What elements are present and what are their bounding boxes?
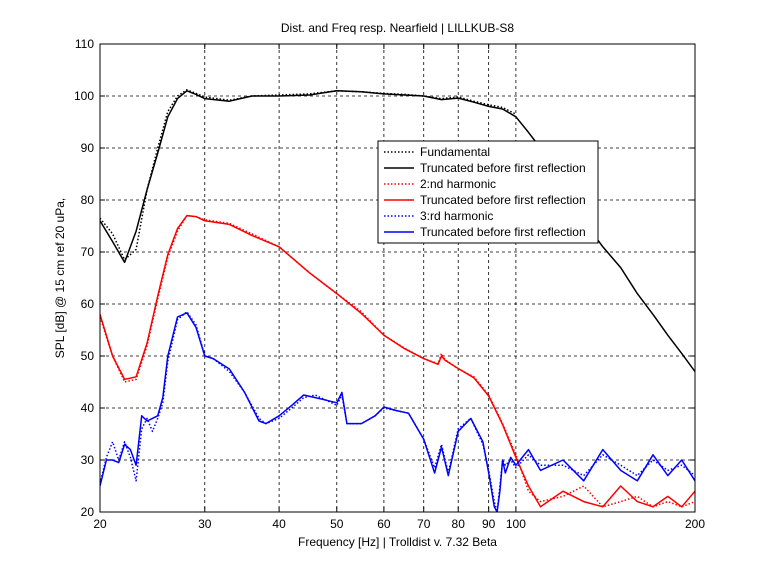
legend-label: 3:rd harmonic xyxy=(420,209,493,223)
legend: Fundamental Truncated before first reflec… xyxy=(377,140,599,244)
y-tick-label: 30 xyxy=(81,453,95,467)
x-tick-label: 70 xyxy=(417,517,431,531)
legend-label: Truncated before first reflection xyxy=(420,161,586,175)
plot-frame xyxy=(99,43,696,513)
legend-label: Truncated before first reflection xyxy=(420,225,586,239)
y-tick-label: 90 xyxy=(81,141,95,155)
series-line-solid-5 xyxy=(100,312,695,512)
series-line-solid-3 xyxy=(100,214,695,508)
y-tick-label: 50 xyxy=(81,349,95,363)
axis-ticks: 20 30 40 50 60 70 80 90 100 200 20 30 40 50 60 70 80 90 10… xyxy=(74,37,705,531)
x-axis-label: Frequency [Hz] | Trolldist v. 7.32 Beta xyxy=(298,535,497,549)
grid-lines xyxy=(100,44,695,512)
x-tick-label: 20 xyxy=(93,517,107,531)
x-tick-label: 80 xyxy=(452,517,466,531)
y-tick-label: 110 xyxy=(75,37,94,51)
y-tick-label: 70 xyxy=(81,245,95,259)
plot-area xyxy=(100,44,695,512)
series-line-dotted-4 xyxy=(100,311,695,512)
y-tick-label: 20 xyxy=(81,505,95,519)
legend-label: 2:nd harmonic xyxy=(420,177,496,191)
x-tick-label: 100 xyxy=(506,517,526,531)
y-tick-label: 60 xyxy=(81,297,95,311)
legend-box xyxy=(377,140,599,244)
y-axis-label: SPL [dB] @ 15 cm ref 20 uPa, xyxy=(53,198,67,358)
legend-label: Fundamental xyxy=(420,145,490,159)
x-tick-label: 90 xyxy=(482,517,496,531)
y-tick-label: 80 xyxy=(81,193,95,207)
y-tick-label: 40 xyxy=(81,401,95,415)
x-tick-label: 60 xyxy=(377,517,391,531)
x-tick-label: 50 xyxy=(330,517,344,531)
x-tick-label: 200 xyxy=(685,517,705,531)
chart-title: Dist. and Freq resp. Nearfield | LILLKUB… xyxy=(281,21,515,35)
series-line-solid-1 xyxy=(100,90,695,373)
x-tick-label: 40 xyxy=(272,517,286,531)
y-tick-label: 100 xyxy=(74,89,94,103)
series-layer xyxy=(100,89,695,512)
legend-label: Truncated before first reflection xyxy=(420,193,586,207)
x-tick-label: 30 xyxy=(198,517,212,531)
